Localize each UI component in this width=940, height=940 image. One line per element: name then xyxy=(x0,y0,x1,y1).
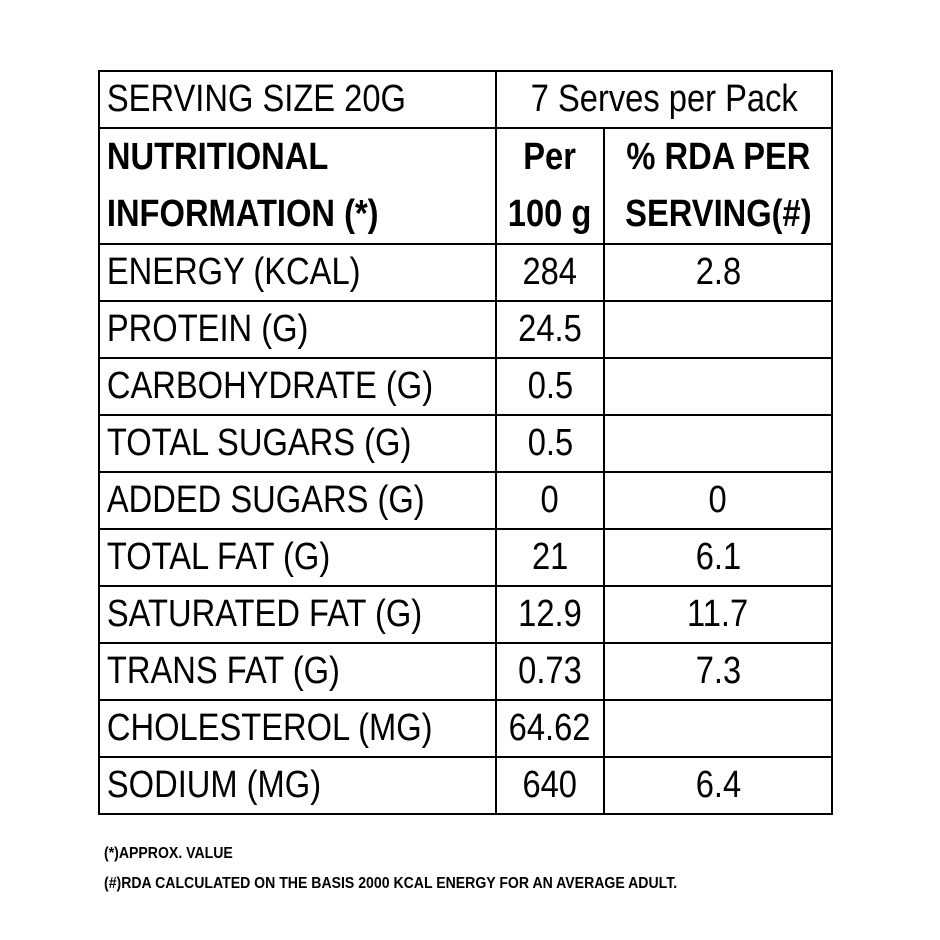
per-100g-value: 640 xyxy=(495,756,605,815)
per-100g-value: 0.5 xyxy=(495,357,605,416)
header-per100: Per 100 g xyxy=(495,127,605,245)
rda-value: 7.3 xyxy=(603,642,833,701)
nutrient-row: SATURATED FAT (G) 12.9 11.7 xyxy=(98,585,833,644)
rda-value: 6.4 xyxy=(603,756,833,815)
rda-value: 11.7 xyxy=(603,585,833,644)
per-100g-value: 24.5 xyxy=(495,300,605,359)
header-rda: % RDA PER SERVING(#) xyxy=(603,127,833,245)
nutrient-name: TOTAL SUGARS (G) xyxy=(98,414,497,473)
header-nutrient: NUTRITIONAL INFORMATION (*) xyxy=(98,127,497,245)
footnote-rda: (#)RDA CALCULATED ON THE BASIS 2000 KCAL… xyxy=(104,875,678,892)
header-row: NUTRITIONAL INFORMATION (*) Per 100 g % RD… xyxy=(98,127,833,245)
nutrient-name: ENERGY (KCAL) xyxy=(98,243,497,302)
serving-row: SERVING SIZE 20G 7 Serves per Pack xyxy=(98,70,833,129)
serving-size: SERVING SIZE 20G xyxy=(98,70,497,129)
nutrient-row: CARBOHYDRATE (G) 0.5 xyxy=(98,357,833,416)
per-100g-value: 0.73 xyxy=(495,642,605,701)
rda-value: 0 xyxy=(603,471,833,530)
nutrient-row: TOTAL FAT (G) 21 6.1 xyxy=(98,528,833,587)
nutrient-name: TOTAL FAT (G) xyxy=(98,528,497,587)
nutrient-row: TOTAL SUGARS (G) 0.5 xyxy=(98,414,833,473)
nutrient-name: CARBOHYDRATE (G) xyxy=(98,357,497,416)
nutrition-table: SERVING SIZE 20G 7 Serves per Pack NUTRI… xyxy=(98,70,833,815)
nutrient-name: SODIUM (MG) xyxy=(98,756,497,815)
nutrient-row: SODIUM (MG) 640 6.4 xyxy=(98,756,833,815)
nutrient-name: CHOLESTEROL (MG) xyxy=(98,699,497,758)
per-100g-value: 0 xyxy=(495,471,605,530)
per-100g-value: 284 xyxy=(495,243,605,302)
nutrient-row: ENERGY (KCAL) 284 2.8 xyxy=(98,243,833,302)
nutrient-name: ADDED SUGARS (G) xyxy=(98,471,497,530)
rda-value xyxy=(603,699,833,758)
nutrient-row: PROTEIN (G) 24.5 xyxy=(98,300,833,359)
nutrient-row: TRANS FAT (G) 0.73 7.3 xyxy=(98,642,833,701)
per-100g-value: 64.62 xyxy=(495,699,605,758)
rda-value xyxy=(603,300,833,359)
serves-per-pack: 7 Serves per Pack xyxy=(495,70,833,129)
footnote-approx: (*)APPROX. VALUE xyxy=(104,845,233,862)
nutrient-row: ADDED SUGARS (G) 0 0 xyxy=(98,471,833,530)
per-100g-value: 12.9 xyxy=(495,585,605,644)
nutrient-name: SATURATED FAT (G) xyxy=(98,585,497,644)
nutrient-name: TRANS FAT (G) xyxy=(98,642,497,701)
rda-value xyxy=(603,357,833,416)
rda-value: 6.1 xyxy=(603,528,833,587)
nutrient-name: PROTEIN (G) xyxy=(98,300,497,359)
rda-value xyxy=(603,414,833,473)
per-100g-value: 0.5 xyxy=(495,414,605,473)
per-100g-value: 21 xyxy=(495,528,605,587)
rda-value: 2.8 xyxy=(603,243,833,302)
nutrient-row: CHOLESTEROL (MG) 64.62 xyxy=(98,699,833,758)
